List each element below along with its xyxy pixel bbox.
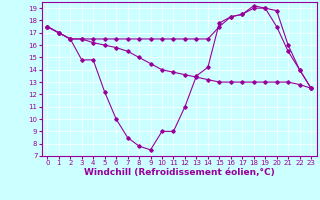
X-axis label: Windchill (Refroidissement éolien,°C): Windchill (Refroidissement éolien,°C): [84, 168, 275, 177]
